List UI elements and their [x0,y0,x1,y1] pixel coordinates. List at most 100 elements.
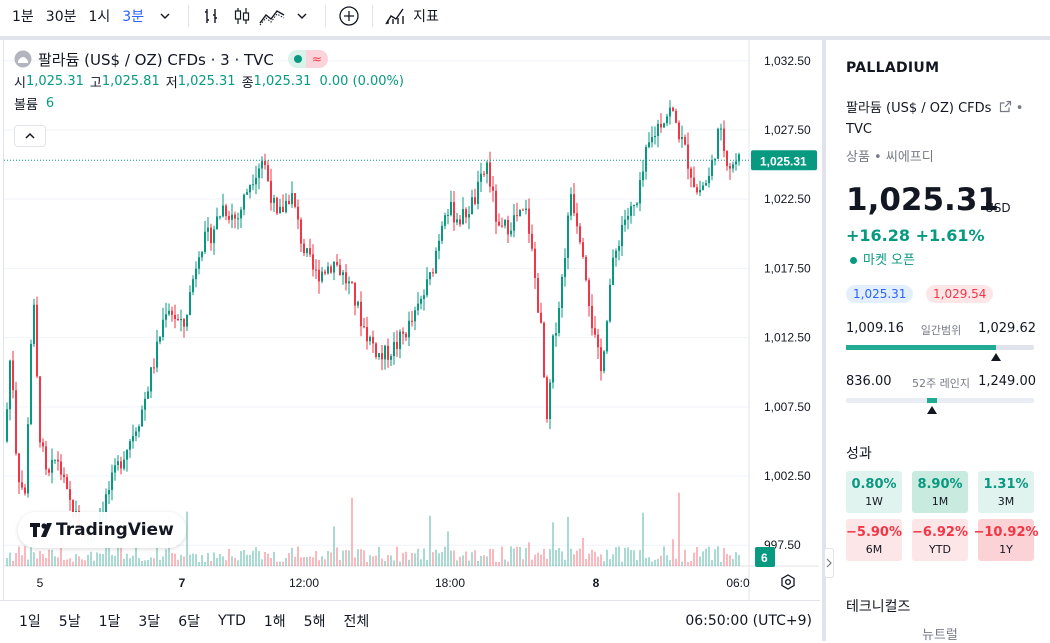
candle-body [729,166,731,169]
tradingview-mark-icon [30,523,52,537]
range-3m[interactable]: 3달 [138,614,161,630]
add-compare-plus-icon[interactable] [334,1,364,31]
range-all[interactable]: 전체 [343,614,370,630]
market-open-dot-icon[interactable] [287,50,306,68]
volume-bar [60,535,62,566]
volume-bar [576,550,578,566]
candle-body [201,251,203,258]
day-range-bar [846,345,1034,350]
candle-body [429,272,431,280]
volume-bar [444,546,446,566]
symbol-ticker[interactable]: PALLADIUM [846,60,940,76]
candlestick-chart-type-icon[interactable] [227,1,257,31]
bottom-range-bar: 1일 5날 1달 3달 6달 YTD 1해 5해 전체 06:50:00 (UT… [0,600,820,641]
performance-cell-3m[interactable]: 1.31% 3M [978,471,1034,513]
interval-dropdown-chevron-icon[interactable] [150,1,180,31]
volume-bar [72,561,74,566]
candle-body [501,225,503,227]
exchange-name[interactable]: TVC [846,122,872,137]
candle-body [156,341,158,368]
sidebar-divider[interactable] [822,40,826,641]
technicals-title[interactable]: 테크니컬즈 [846,599,911,615]
volume-bar [411,552,413,566]
legend-collapse-button[interactable] [14,125,46,147]
volume-bar [609,559,611,566]
sidebar-toggle-handle[interactable] [824,548,834,578]
interval-1h[interactable]: 1시 [88,9,111,25]
volume-bar [735,552,737,566]
bar-chart-type-icon[interactable] [197,1,227,31]
performance-cell-ytd[interactable]: −6.92% YTD [912,519,968,561]
day-range-marker-icon [991,353,1001,361]
candle-body [129,441,131,450]
performance-cell-1y[interactable]: −10.92% 1Y [973,519,1039,561]
indicators-icon[interactable] [381,1,411,31]
interval-30m[interactable]: 30분 [45,9,77,25]
performance-cell-1w[interactable]: 0.80% 1W [846,471,902,513]
candle-body [591,305,593,329]
area-chart-type-icon[interactable] [257,1,287,31]
performance-cell-6m[interactable]: −5.90% 6M [846,519,902,561]
performance-cell-1m[interactable]: 8.90% 1M [912,471,968,513]
volume-bar [525,547,527,566]
candle-body [48,469,50,473]
volume-bar [144,560,146,566]
interval-1m[interactable]: 1분 [12,9,34,25]
volume-bar [414,553,416,566]
candle-body [384,345,386,360]
volume-bar [219,554,221,566]
range-1m[interactable]: 1달 [98,614,121,630]
volume-bar [726,553,728,566]
candle-body [648,142,650,148]
chart-type-dropdown-chevron-icon[interactable] [287,1,317,31]
candle-body [171,310,173,315]
candle-body [636,203,638,205]
range-5y[interactable]: 5해 [303,614,326,630]
volume-bar [462,555,464,566]
volume-bar [48,549,50,566]
candle-body [114,465,116,473]
indicators-button[interactable]: 지표 [413,9,439,25]
candle-body [543,322,545,378]
candle-body [612,257,614,286]
chart-pane[interactable]: 1,032.50 1,027.50 1,022.50 1,017.50 1,012.50… [3,40,819,600]
candle-body [471,197,473,215]
symbol-title[interactable]: 팔라듐 (US$ / OZ) CFDs · 3 · TVC [38,50,274,69]
performance-title: 성과 [846,446,872,462]
candle-body [654,135,656,138]
candle-body [219,216,221,218]
volume-bar [579,548,581,566]
symbol-name-text[interactable]: 팔라듐 (US$ / OZ) CFDs [846,101,992,116]
cfd-indicator-icon[interactable]: ≈ [305,50,328,68]
range-1y[interactable]: 1해 [263,614,286,630]
range-6m[interactable]: 6달 [178,614,200,630]
performance-period: 6M [865,542,883,556]
performance-period: 1Y [999,542,1013,556]
time-axis-label: 5 [37,576,44,590]
axis-settings-icon[interactable] [781,574,795,590]
candle-body [375,343,377,358]
volume-bar [297,546,299,566]
timezone-clock[interactable]: 06:50:00 (UTC+9) [685,613,812,629]
candle-body [255,177,257,185]
range-ytd[interactable]: YTD [217,613,246,629]
candle-body [372,337,374,344]
volume-bar [69,558,71,566]
volume-bar [642,512,644,566]
interval-3m[interactable]: 3분 [122,9,145,25]
volume-bar [627,547,629,566]
candle-body [411,320,413,322]
volume-bar [270,558,272,566]
volume-bar [738,554,740,566]
volume-bar [636,560,638,566]
candle-body [186,314,188,327]
volume-bar [390,555,392,566]
range-5d[interactable]: 5날 [58,614,81,630]
candle-body [735,161,737,165]
range-1d[interactable]: 1일 [19,614,41,630]
external-link-icon[interactable] [999,100,1012,113]
candle-body [294,193,296,207]
tradingview-logo[interactable]: TradingView [18,512,186,548]
price-axis-label: 1,007.50 [764,400,811,414]
market-open-dot-icon [850,257,857,264]
